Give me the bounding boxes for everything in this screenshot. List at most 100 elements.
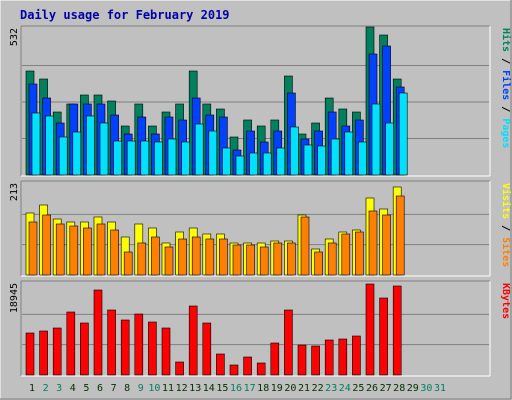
bar-pages <box>126 140 136 176</box>
bar-kbytes <box>161 327 171 376</box>
legend-entry-files: Files <box>500 70 512 100</box>
bar-kbytes <box>52 327 62 376</box>
bar-sites <box>83 227 92 276</box>
legend-hits-files-pages: Hits / Files / Pages <box>500 28 512 148</box>
x-tick-label: 11 <box>162 383 174 394</box>
bar-kbytes <box>324 339 334 376</box>
bar-sites <box>382 214 391 276</box>
bar-pages <box>262 152 272 176</box>
bar-kbytes <box>66 311 76 376</box>
bar-sites <box>327 242 337 276</box>
x-tick-label: 31 <box>434 383 446 394</box>
bar-kbytes <box>39 330 48 376</box>
bar-sites <box>314 251 323 276</box>
chart-title: Daily usage for February 2019 <box>20 8 230 22</box>
bar-pages <box>317 145 326 176</box>
bar-sites <box>164 246 174 276</box>
bar-pages <box>385 122 394 176</box>
x-tick-label: 30 <box>420 383 432 394</box>
bar-pages <box>358 141 367 176</box>
legend-separator: / <box>500 52 511 70</box>
chart-panels: 532 Hits / Files / Pages 213 Visits / Sites… <box>9 25 512 377</box>
bar-pages <box>249 152 258 176</box>
x-tick-label: 8 <box>124 383 130 394</box>
bar-pages <box>31 112 41 176</box>
x-tick-label: 2 <box>43 383 49 394</box>
bar-kbytes <box>338 338 348 376</box>
bar-pages <box>181 141 190 176</box>
x-tick-label: 16 <box>230 383 242 394</box>
bar-sites <box>395 195 405 276</box>
bar-kbytes <box>202 322 212 376</box>
x-tick-label: 5 <box>83 383 89 394</box>
x-tick-label: 27 <box>380 383 392 394</box>
bar-sites <box>69 225 79 276</box>
legend-separator: / <box>500 100 511 118</box>
x-tick-label: 3 <box>56 383 62 394</box>
bar-pages <box>371 103 381 176</box>
bar-kbytes <box>392 285 402 376</box>
bar-kbytes <box>148 321 157 376</box>
legend-kbytes: KBytes <box>500 283 511 319</box>
bar-sites <box>42 214 51 276</box>
legend-entry-visits: Visits <box>500 183 512 219</box>
bar-sites <box>55 223 65 276</box>
bar-sites <box>110 229 119 276</box>
bar-sites <box>96 223 106 276</box>
bar-kbytes <box>256 362 266 376</box>
legend-visits-sites: Visits / Sites <box>500 183 512 267</box>
bar-sites <box>151 236 160 276</box>
x-tick-label: 19 <box>271 383 283 394</box>
x-tick-label: 26 <box>366 383 378 394</box>
bar-sites <box>287 242 296 276</box>
bar-pages <box>45 115 54 176</box>
bar-pages <box>330 138 340 176</box>
x-tick-label: 24 <box>339 383 351 394</box>
x-tick-label: 18 <box>257 383 269 394</box>
bar-kbytes <box>216 353 225 376</box>
bar-kbytes <box>243 356 252 376</box>
legend-entry-kbytes: KBytes <box>500 283 511 319</box>
x-tick-label: 15 <box>216 383 228 394</box>
bar-pages <box>194 123 204 176</box>
panel-visits-sites: 213 Visits / Sites <box>9 180 512 277</box>
bar-kbytes <box>188 305 198 376</box>
bar-kbytes <box>352 335 361 376</box>
bar-pages <box>140 140 150 176</box>
x-tick-label: 10 <box>148 383 160 394</box>
x-tick-label: 9 <box>138 383 144 394</box>
bar-pages <box>222 147 231 176</box>
bar-sites <box>123 251 133 276</box>
bar-pages <box>58 136 68 176</box>
x-tick-label: 21 <box>298 383 310 394</box>
bar-sites <box>259 246 269 276</box>
bar-pages <box>235 155 245 176</box>
bar-kbytes <box>311 345 320 376</box>
bar-kbytes <box>229 364 239 376</box>
bar-kbytes <box>284 309 293 376</box>
panel-kbytes: 18945 KBytes <box>9 280 511 377</box>
bar-pages <box>290 126 299 176</box>
x-tick-label: 12 <box>176 383 188 394</box>
y-max-label: 18945 <box>9 283 20 313</box>
bar-pages <box>72 131 82 176</box>
panel-plot-area <box>21 281 490 376</box>
bar-pages <box>208 130 218 176</box>
bar-sites <box>341 233 351 276</box>
bar-sites <box>300 216 310 276</box>
bar-kbytes <box>175 361 184 376</box>
bar-pages <box>99 122 109 176</box>
bar-sites <box>246 244 255 276</box>
bar-sites <box>232 244 242 276</box>
bar-sites <box>205 238 215 276</box>
bar-kbytes <box>379 297 388 376</box>
panel-hits-files-pages: 532 Hits / Files / Pages <box>9 25 512 177</box>
x-tick-label: 17 <box>244 383 256 394</box>
bar-kbytes <box>80 322 89 376</box>
bar-kbytes <box>297 344 307 376</box>
x-tick-label: 7 <box>111 383 117 394</box>
bar-sites <box>368 210 378 276</box>
x-tick-label: 28 <box>393 383 405 394</box>
legend-entry-sites: Sites <box>500 237 512 267</box>
legend-entry-hits: Hits <box>500 28 512 52</box>
